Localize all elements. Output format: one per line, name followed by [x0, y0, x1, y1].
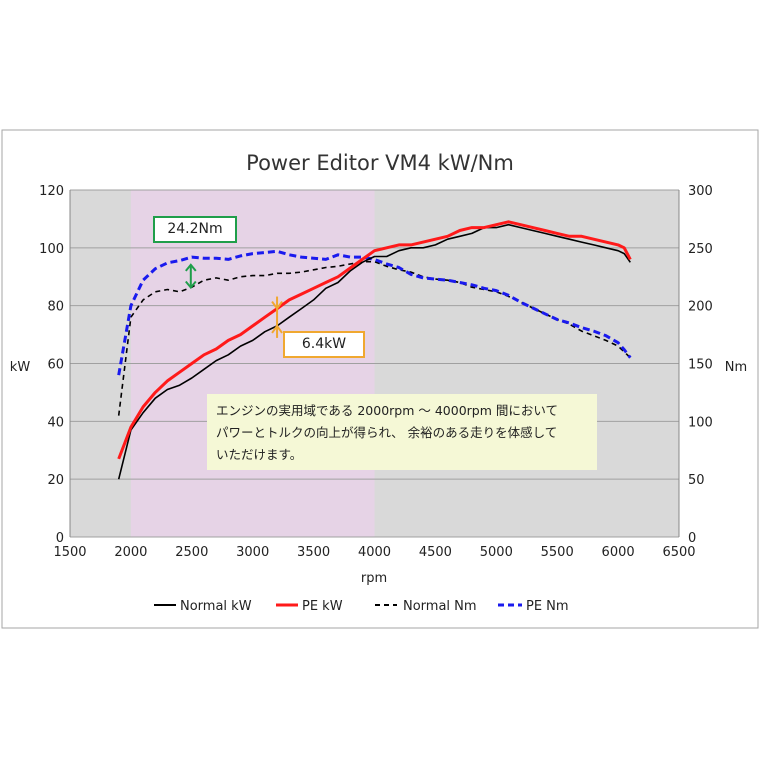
- y-left-tick-label: 80: [47, 300, 64, 315]
- note-line: パワーとトルクの向上が得られ、 余裕のある走りを体感して: [216, 425, 558, 440]
- series-line-pe-nm: [117, 249, 632, 376]
- y-left-tick-label: 120: [39, 184, 64, 199]
- chart-title: Power Editor VM4 kW/Nm: [246, 151, 514, 175]
- y-left-tick-label: 60: [47, 358, 64, 373]
- y-left-axis-label: kW: [10, 360, 31, 375]
- y-right-tick-label: 0: [688, 531, 696, 546]
- y-right-tick-label: 300: [688, 184, 713, 199]
- legend-label-pe-kw: PE kW: [302, 599, 343, 614]
- y-left-tick-label: 40: [47, 415, 64, 430]
- torque-gain-label: 24.2Nm: [153, 216, 237, 243]
- legend-label-normal-kw: Normal kW: [180, 599, 252, 614]
- x-tick-label: 5500: [541, 545, 574, 560]
- y-right-tick-label: 150: [688, 358, 713, 373]
- x-tick-label: 2500: [175, 545, 208, 560]
- x-tick-label: 6000: [602, 545, 635, 560]
- x-tick-label: 3500: [297, 545, 330, 560]
- description-note: エンジンの実用域である 2000rpm 〜 4000rpm 間において パワーと…: [207, 394, 597, 470]
- x-axis-label: rpm: [361, 571, 387, 586]
- note-line: いただけます。: [216, 447, 303, 462]
- x-tick-label: 1500: [53, 545, 86, 560]
- y-right-tick-label: 100: [688, 415, 713, 430]
- x-tick-label: 2000: [114, 545, 147, 560]
- x-tick-label: 4500: [419, 545, 452, 560]
- y-right-tick-label: 50: [688, 473, 705, 488]
- legend-label-normal-nm: Normal Nm: [403, 599, 477, 614]
- torque-gain-arrow-head-bottom: [185, 280, 197, 290]
- legend-label-pe-nm: PE Nm: [526, 599, 569, 614]
- torque-gain-arrow-head-top: [185, 263, 197, 272]
- x-tick-label: 6500: [662, 545, 695, 560]
- y-left-tick-label: 0: [56, 531, 64, 546]
- power-gain-arrow-head-top: [271, 300, 283, 311]
- y-right-tick-label: 200: [688, 300, 713, 315]
- x-tick-label: 3000: [236, 545, 269, 560]
- y-left-tick-label: 100: [39, 242, 64, 257]
- power-gain-label: 6.4kW: [283, 331, 365, 358]
- x-tick-label: 4000: [358, 545, 391, 560]
- series-line-pe-kw: [117, 220, 632, 460]
- note-line: エンジンの実用域である 2000rpm 〜 4000rpm 間において: [216, 403, 559, 418]
- y-right-tick-label: 250: [688, 242, 713, 257]
- x-tick-label: 5000: [480, 545, 513, 560]
- legend: Normal kW PE kW Normal Nm PE Nm: [154, 599, 569, 614]
- y-right-axis-label: Nm: [725, 360, 747, 375]
- y-left-tick-label: 20: [47, 473, 64, 488]
- power-gain-arrow-head-bottom: [271, 324, 283, 334]
- series-line-normal-kw: [117, 223, 631, 480]
